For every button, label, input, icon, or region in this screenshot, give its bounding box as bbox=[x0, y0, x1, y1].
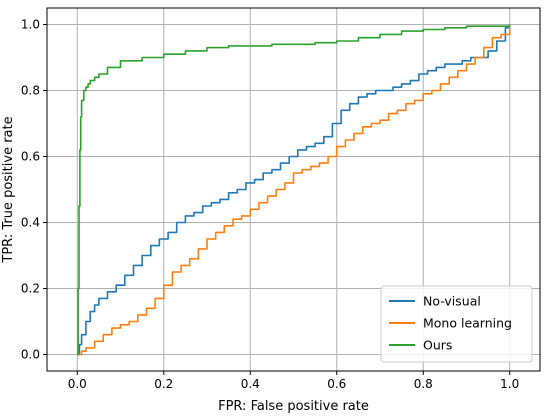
x-tick-label: 0.4 bbox=[241, 377, 260, 391]
legend-box bbox=[380, 285, 533, 363]
x-tick-label: 0.8 bbox=[414, 377, 433, 391]
x-tick-label: 0.0 bbox=[68, 377, 87, 391]
y-tick-label: 0.0 bbox=[21, 348, 40, 362]
x-ticks: 0.0 0.2 0.4 0.6 0.8 1.0 bbox=[68, 371, 519, 391]
x-axis-label: FPR: False positive rate bbox=[218, 399, 369, 414]
x-tick-label: 1.0 bbox=[500, 377, 519, 391]
y-axis-label: TPR: True positive rate bbox=[1, 116, 16, 263]
legend-label: No-visual bbox=[423, 294, 481, 309]
y-tick-label: 0.4 bbox=[21, 216, 40, 230]
y-tick-label: 0.2 bbox=[21, 282, 40, 296]
legend: No-visual Mono learning Ours bbox=[380, 285, 533, 363]
x-tick-label: 0.2 bbox=[154, 377, 173, 391]
y-tick-label: 1.0 bbox=[21, 18, 40, 32]
series-line-no-visual bbox=[77, 24, 511, 356]
y-ticks: 0.0 0.2 0.4 0.6 0.8 1.0 bbox=[21, 18, 47, 362]
grid bbox=[47, 8, 540, 371]
plot-frame bbox=[46, 7, 541, 372]
y-tick-label: 0.8 bbox=[21, 84, 40, 98]
legend-label: Ours bbox=[423, 338, 452, 353]
legend-label: Mono learning bbox=[423, 316, 512, 331]
y-tick-label: 0.6 bbox=[21, 150, 40, 164]
series-line-ours bbox=[77, 24, 511, 356]
series-line-mono-learning bbox=[77, 24, 511, 356]
series-lines bbox=[77, 24, 511, 356]
x-tick-label: 0.6 bbox=[327, 377, 346, 391]
